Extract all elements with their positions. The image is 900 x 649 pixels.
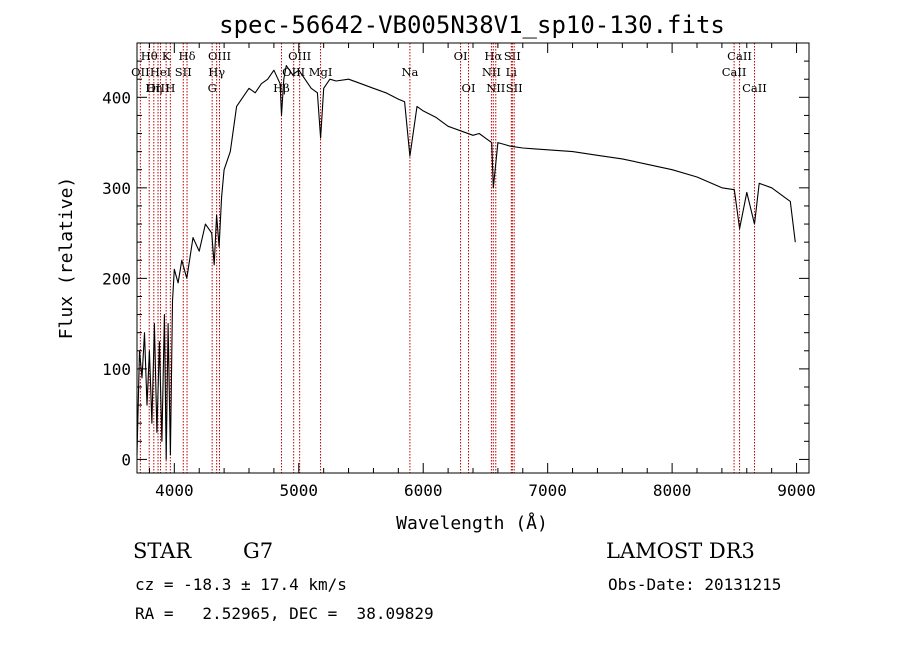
- line-label: NII: [486, 81, 505, 95]
- line-label: OII: [131, 65, 150, 79]
- line-label: Hα: [484, 49, 502, 63]
- line-label: NII: [482, 65, 501, 79]
- y-tick-label: 100: [102, 360, 131, 379]
- spectrum-line: [136, 65, 796, 460]
- y-tick-label: 300: [102, 179, 131, 198]
- line-label: SII: [506, 81, 523, 95]
- y-axis-label: Flux (relative): [56, 177, 77, 340]
- line-label: K: [162, 49, 171, 63]
- chart-title: spec-56642-VB005N38V1_sp10-130.fits: [219, 11, 725, 39]
- obs-date: Obs-Date: 20131215: [608, 575, 782, 594]
- line-label: OIII: [208, 49, 231, 63]
- line-label: SII: [175, 65, 192, 79]
- line-label: OIII: [288, 49, 311, 63]
- object-class: STAR: [133, 539, 192, 563]
- x-tick-label: 6000: [404, 481, 443, 500]
- line-label: OI: [454, 49, 468, 63]
- y-tick-label: 200: [102, 269, 131, 288]
- line-label: Hδ: [179, 49, 196, 63]
- line-label: Hθ: [141, 49, 158, 63]
- line-label: OI: [462, 81, 476, 95]
- line-label: Hβ: [273, 81, 290, 95]
- line-label: CaII: [727, 49, 752, 63]
- redshift-text: cz = -18.3 ± 17.4 km/s: [135, 575, 347, 594]
- line-label: HeI: [150, 65, 171, 79]
- y-tick-label: 400: [102, 88, 131, 107]
- x-tick-label: 8000: [653, 481, 692, 500]
- plot-frame: [136, 42, 810, 474]
- spectrum-layer: [136, 65, 796, 460]
- x-tick-label: 5000: [280, 481, 319, 500]
- line-label: Hγ: [208, 65, 225, 79]
- x-tick-label: 9000: [777, 481, 816, 500]
- survey-name: LAMOST DR3: [606, 539, 755, 563]
- x-axis-label: Wavelength (Å): [396, 512, 548, 534]
- x-tick-label: 7000: [528, 481, 567, 500]
- line-label: H: [165, 81, 175, 95]
- object-subclass: G7: [243, 539, 274, 563]
- line-label: OIII: [146, 81, 169, 95]
- line-label: MgI: [309, 65, 333, 79]
- line-label: CaII: [742, 81, 767, 95]
- x-tick-label: 4000: [155, 481, 194, 500]
- y-tick-label: 0: [121, 450, 131, 469]
- coordinates: RA = 2.52965, DEC = 38.09829: [135, 604, 434, 623]
- axis-ticks: 4000 5000 6000 7000 8000 9000 0 100 200 300 400: [102, 43, 816, 500]
- line-label: CaII: [722, 65, 747, 79]
- line-label: Li: [506, 65, 518, 79]
- line-label: G: [208, 81, 217, 95]
- line-label: Hη: [145, 81, 162, 95]
- line-label: Na: [401, 65, 418, 79]
- line-label: SII: [504, 49, 521, 63]
